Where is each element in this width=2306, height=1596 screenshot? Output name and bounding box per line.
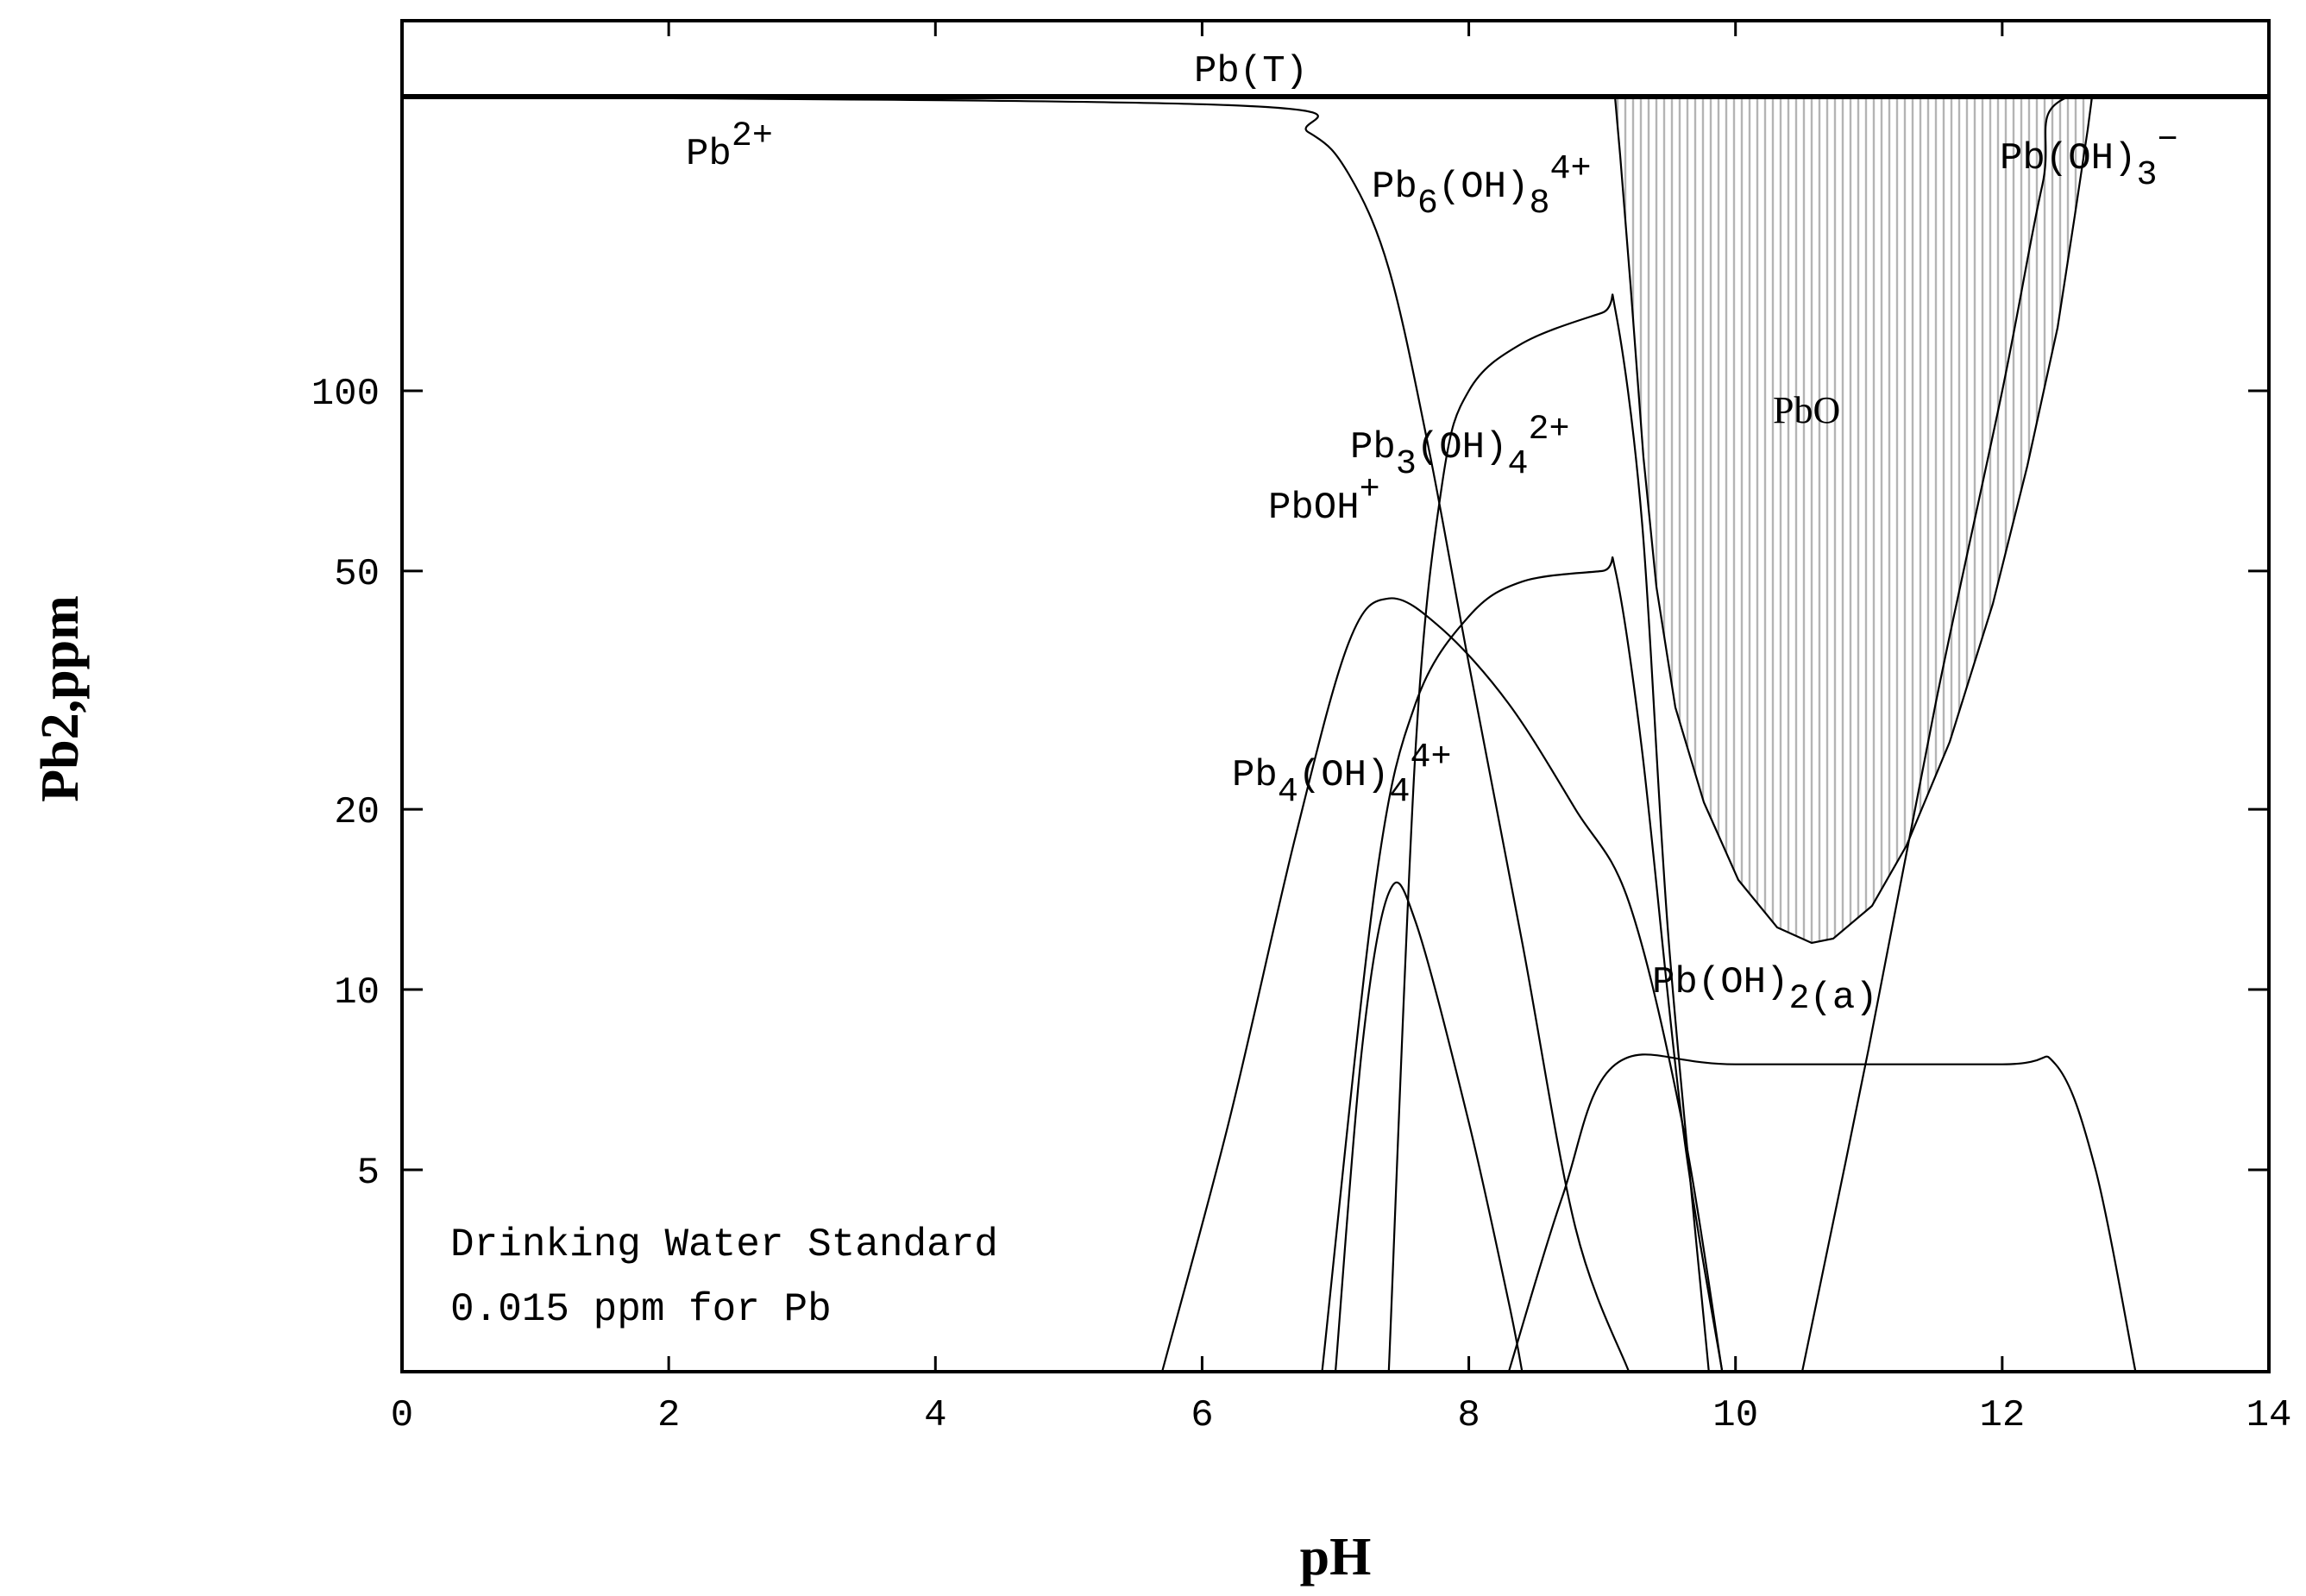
curve-pb-oh-3-: [1800, 97, 2269, 1372]
drinking-water-standard-note: Drinking Water Standard: [450, 1222, 998, 1267]
species-label-label_sub2: 4: [1389, 773, 1410, 812]
species-label-label_sub2: 8: [1529, 185, 1549, 223]
species-label-label_mid: (OH): [1698, 961, 1789, 1004]
species-label-label_base: Pb: [1232, 754, 1278, 797]
species-label-label_sup: 4+: [1410, 738, 1451, 777]
species-label: Pb3(OH)42+: [1350, 411, 1569, 484]
species-label: PbOH+: [1268, 471, 1380, 530]
species-label-label_sup: −: [2157, 122, 2177, 160]
species-label-label_mid: (OH): [2045, 137, 2137, 180]
curve-pb3-oh-4-2-: [1321, 556, 1724, 1372]
curve-pboh-: [1161, 597, 1724, 1372]
species-label-label_sup: +: [1360, 471, 1380, 510]
species-label: Pb4(OH)44+: [1232, 738, 1451, 812]
x-tick-label: 4: [924, 1394, 946, 1437]
y-tick-label: 10: [334, 971, 380, 1015]
species-label-label_sub2: 2: [1788, 980, 1809, 1019]
species-label-label_sup: 4+: [1549, 150, 1591, 189]
y-tick-label: 100: [311, 373, 380, 416]
species-label-label_mid: (OH): [1438, 166, 1530, 209]
curve-pb6-oh-8-4-: [1387, 293, 1710, 1372]
species-label-label_base: Pb: [686, 133, 732, 176]
pbo-region: [1613, 95, 2094, 945]
species-label: Pb6(OH)84+: [1372, 150, 1591, 223]
species-label-label_mid: (OH): [1298, 754, 1390, 797]
x-tick-label: 14: [2246, 1394, 2292, 1437]
species-label-label_sub: 3: [1396, 445, 1417, 484]
curve-pb4-oh-4-4-: [1334, 881, 1524, 1372]
pbo-region-label: PbO: [1773, 389, 1840, 431]
species-label-label_sup: 2+: [1528, 411, 1569, 449]
drinking-water-standard-value: 0.015 ppm for Pb: [450, 1287, 832, 1332]
species-label-label_base: Pb: [1652, 961, 1698, 1004]
species-label-label_base: Pb: [1372, 166, 1417, 209]
species-label-label_sub: 6: [1417, 185, 1438, 223]
species-label: Pb(OH)2(a): [1652, 961, 1878, 1020]
species-label-label_sup: 2+: [732, 117, 773, 156]
x-axis-title: pH: [1300, 1528, 1372, 1587]
x-tick-label: 2: [657, 1394, 680, 1437]
species-label-label_mid: (OH): [1417, 426, 1508, 469]
total-lead-band-label: Pb(T): [1194, 50, 1308, 93]
x-tick-label: 10: [1712, 1394, 1758, 1437]
y-tick-label: 5: [357, 1152, 380, 1195]
species-label: Pb2+: [686, 117, 773, 176]
species-labels: Pb2+Pb6(OH)84+Pb3(OH)42+PbOH+Pb4(OH)44+P…: [686, 117, 2177, 1020]
y-tick-label: 50: [334, 553, 380, 596]
y-axis-title: Pb2,ppm: [31, 595, 90, 801]
species-label-label_base: Pb: [1350, 426, 1396, 469]
x-tick-label: 8: [1457, 1394, 1480, 1437]
species-curves: [402, 97, 2269, 1372]
curve-pb-oh-2-a-: [1507, 1053, 2137, 1372]
species-label-label_sub: 4: [1278, 773, 1298, 812]
species-label-label_base: PbOH: [1268, 487, 1360, 530]
species-label: Pb(OH)3−: [2000, 122, 2177, 195]
y-tick-label: 20: [334, 791, 380, 834]
x-tick-label: 0: [391, 1394, 413, 1437]
species-label-label_sub2: 4: [1507, 445, 1528, 484]
axis-ticks: 0 2 4 6 8 10 12 14 5 10 20 50 100: [311, 21, 2292, 1437]
species-label-label_tail: (a): [1809, 977, 1877, 1020]
x-tick-label: 12: [1979, 1394, 2025, 1437]
species-label-label_sub2: 3: [2136, 156, 2157, 195]
x-tick-label: 6: [1191, 1394, 1213, 1437]
species-label-label_base: Pb: [2000, 137, 2045, 180]
curve-pb2-: [402, 97, 1631, 1372]
